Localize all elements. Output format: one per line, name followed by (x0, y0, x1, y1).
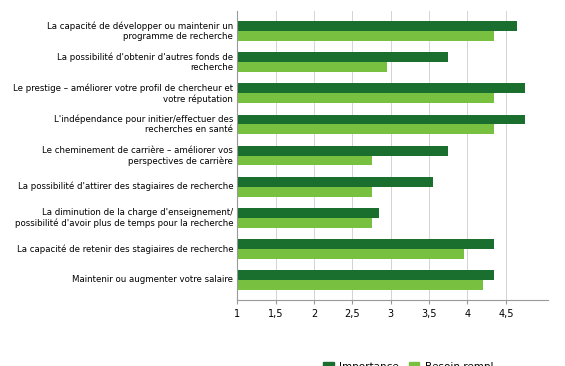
Bar (237, 177, 433, 187)
Bar (237, 249, 464, 259)
Bar (237, 93, 494, 103)
Bar (237, 31, 494, 41)
Bar (237, 52, 448, 62)
Legend: Importance, Besoin rempl: Importance, Besoin rempl (319, 358, 497, 366)
Bar (237, 156, 372, 165)
Bar (237, 218, 372, 228)
Bar (237, 270, 494, 280)
Bar (237, 124, 494, 134)
Bar (237, 280, 483, 290)
Bar (237, 146, 448, 156)
Bar (237, 239, 494, 249)
Bar (237, 62, 387, 72)
Bar (237, 115, 525, 124)
Bar (237, 187, 372, 197)
Bar (237, 83, 525, 93)
Bar (237, 208, 379, 218)
Bar (237, 21, 518, 31)
